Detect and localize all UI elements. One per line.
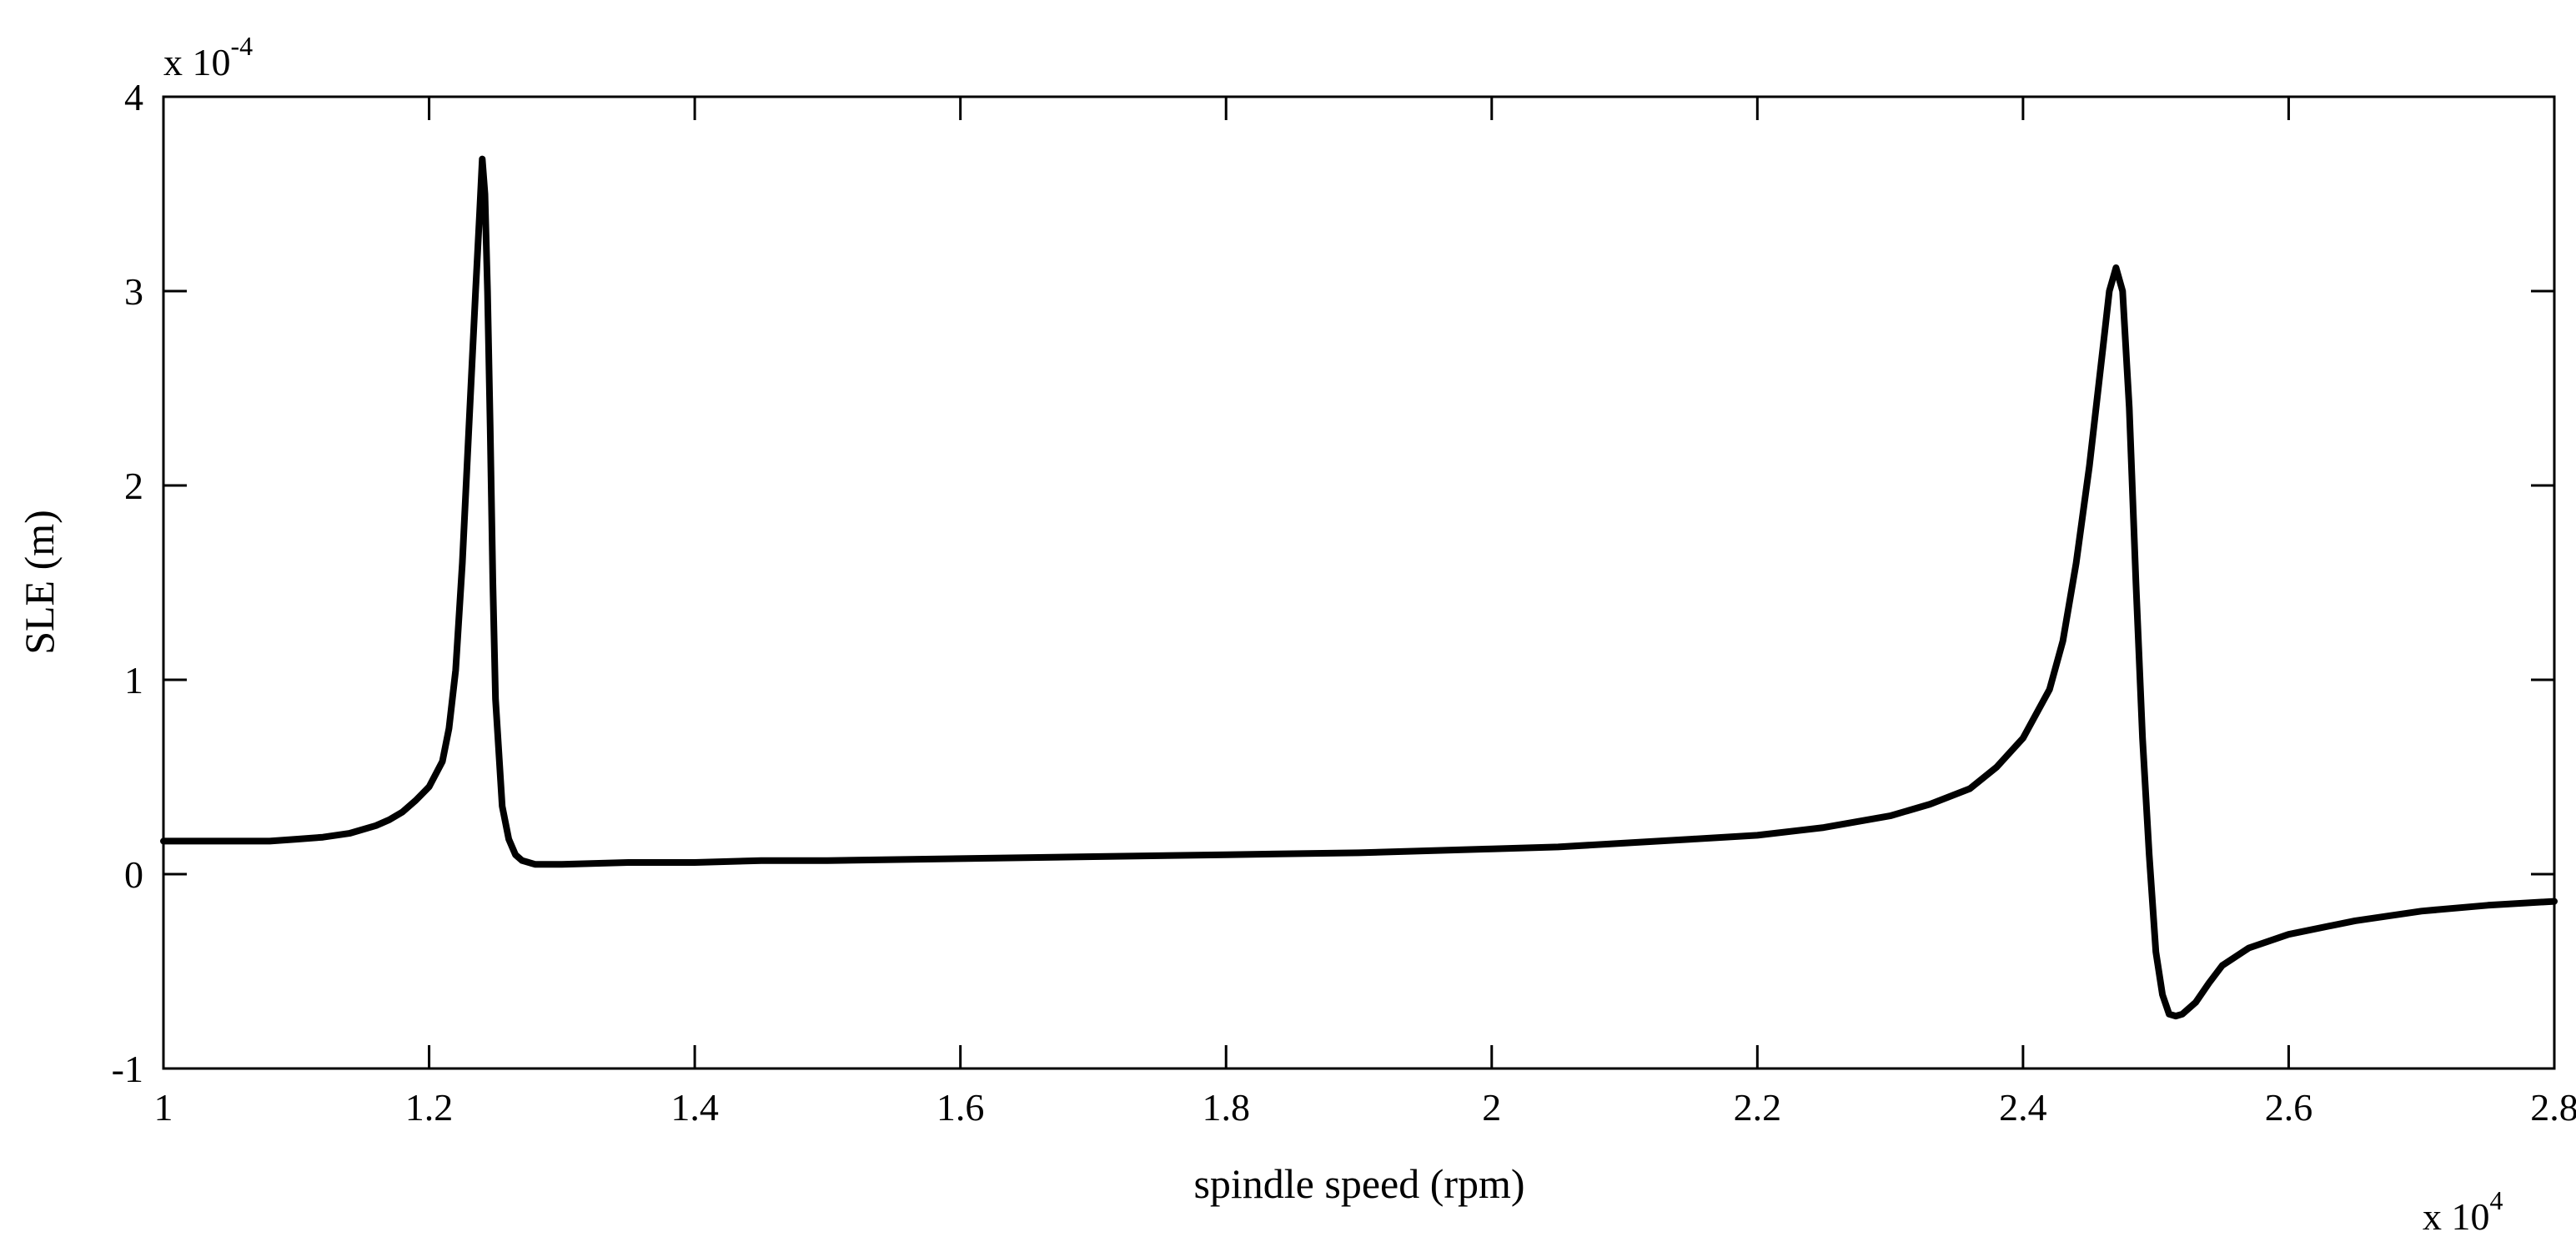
x-axis-ticks	[162, 97, 2556, 1069]
y-tick-label: -1	[112, 1048, 143, 1090]
plot-frame	[162, 95, 2556, 1070]
x-tick-label: 1.4	[670, 1086, 719, 1129]
y-multiplier-exponent: -4	[231, 31, 254, 61]
y-axis-tick-labels: -1 0 1 2 3 4	[112, 76, 143, 1090]
y-tick-label: 2	[124, 465, 143, 507]
y-axis-label: SLE (m)	[16, 510, 63, 655]
x-multiplier: x 104	[2423, 1185, 2503, 1238]
x-multiplier-base: x 10	[2423, 1195, 2490, 1238]
y-tick-label: 1	[124, 659, 143, 701]
x-multiplier-exponent: 4	[2490, 1185, 2503, 1215]
x-axis-tick-labels: 1 1.2 1.4 1.6 1.8 2 2.2 2.4 2.6 2.8	[154, 1086, 2576, 1129]
y-multiplier-base: x 10	[163, 41, 231, 83]
y-tick-label: 3	[124, 270, 143, 313]
y-tick-label: 0	[124, 853, 143, 896]
y-multiplier: x 10-4	[163, 31, 253, 83]
x-tick-label: 2.2	[1734, 1086, 1782, 1129]
series-line	[160, 155, 2558, 1020]
x-tick-label: 2.8	[2530, 1086, 2576, 1129]
x-axis-label: spindle speed (rpm)	[1193, 1160, 1524, 1207]
x-tick-label: 1.2	[405, 1086, 454, 1129]
x-tick-label: 1.6	[936, 1086, 985, 1129]
x-tick-label: 1.8	[1202, 1086, 1250, 1129]
y-axis-ticks	[163, 95, 2554, 1070]
x-tick-label: 1	[154, 1086, 173, 1129]
x-tick-label: 2.4	[1999, 1086, 2047, 1129]
x-tick-label: 2	[1482, 1086, 1501, 1129]
y-tick-label: 4	[124, 76, 143, 118]
x-tick-label: 2.6	[2265, 1086, 2313, 1129]
